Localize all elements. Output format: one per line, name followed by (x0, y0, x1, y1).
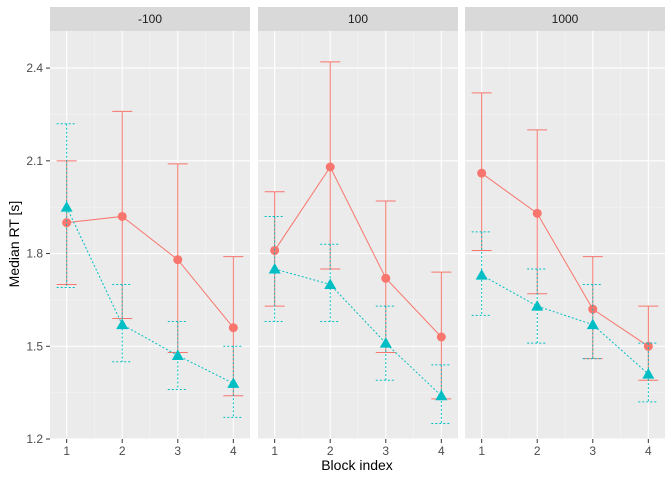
data-point-triangle (586, 318, 599, 330)
data-point-triangle (116, 318, 129, 330)
data-point-circle (117, 211, 127, 221)
x-tick-label: 2 (327, 444, 334, 458)
x-tick-label: 2 (534, 444, 541, 458)
facet-strip-label: 100 (348, 12, 368, 26)
x-axes: 1 2 3 4 1 2 3 4 1 2 3 4 (63, 439, 652, 458)
data-point-triangle (324, 278, 337, 289)
data-point-circle (436, 332, 446, 342)
x-tick-label: 3 (382, 444, 389, 458)
series-line (66, 215, 234, 329)
series-line (66, 206, 234, 384)
facet-strip-label: -100 (138, 12, 162, 26)
x-tick-label: 1 (271, 444, 278, 458)
series-teal (264, 215, 452, 425)
data-point-triangle (60, 201, 73, 212)
facet-panel (50, 31, 250, 440)
data-point-circle (381, 273, 391, 283)
y-tick-label: 1.8 (26, 247, 43, 261)
data-point-circle (173, 255, 183, 265)
series-line (481, 274, 649, 375)
data-point-triangle (531, 300, 544, 311)
x-tick-label: 1 (63, 444, 70, 458)
data-point-circle (62, 218, 72, 228)
x-tick-label: 4 (230, 444, 237, 458)
data-point-triangle (379, 337, 392, 348)
facet-strip (465, 7, 665, 31)
series-line (481, 172, 649, 347)
data-point-triangle (171, 349, 184, 361)
y-tick-label: 2.4 (26, 61, 43, 75)
data-point-circle (477, 168, 487, 178)
facet-strips: -100 100 1000 (50, 7, 665, 31)
y-axis: 1.2 1.5 1.8 2.1 2.4 (26, 61, 50, 446)
data-point-triangle (268, 263, 281, 274)
x-tick-label: 3 (174, 444, 181, 458)
data-point-triangle (227, 377, 240, 388)
data-point-circle (228, 323, 238, 333)
x-tick-label: 4 (645, 444, 652, 458)
facet-strip (50, 7, 250, 31)
y-tick-label: 1.2 (26, 432, 43, 446)
facet-panel (465, 31, 665, 440)
x-tick-label: 2 (119, 444, 126, 458)
data-point-triangle (475, 269, 488, 280)
series-line (274, 166, 442, 338)
x-tick-label: 1 (478, 444, 485, 458)
series-teal (471, 231, 659, 403)
y-tick-label: 2.1 (26, 154, 43, 168)
x-tick-label: 3 (589, 444, 596, 458)
series-line (274, 268, 442, 397)
data-point-triangle (642, 368, 655, 379)
data-point-triangle (435, 389, 448, 401)
series-teal (56, 123, 244, 418)
data-point-circle (643, 341, 653, 351)
data-point-circle (532, 208, 542, 218)
facet-panels (50, 31, 665, 440)
data-point-circle (325, 162, 335, 172)
facet-strip (258, 7, 458, 31)
x-tick-label: 4 (438, 444, 445, 458)
y-tick-label: 1.5 (26, 339, 43, 353)
series-red (471, 92, 659, 381)
facet-strip-label: 1000 (552, 12, 579, 26)
x-axis-title: Block index (321, 457, 393, 473)
facet-panel (258, 31, 458, 440)
y-axis-title: Median RT [s] (6, 201, 22, 288)
